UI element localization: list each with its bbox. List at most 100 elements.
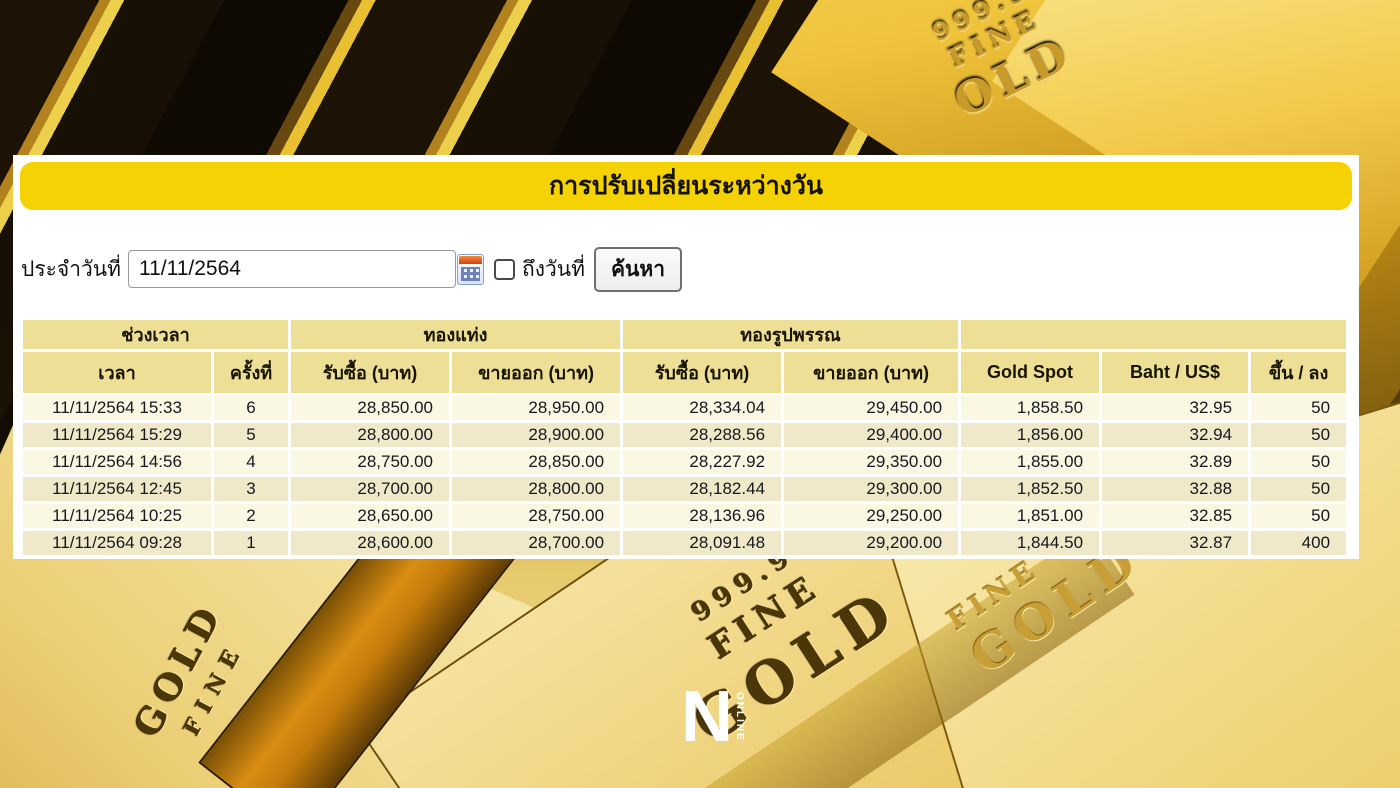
page-title: การปรับเปลี่ยนระหว่างวัน bbox=[549, 172, 823, 200]
table-cell: 11/11/2564 14:56 bbox=[23, 450, 211, 474]
calendar-icon[interactable] bbox=[456, 253, 484, 285]
table-cell: 29,250.00 bbox=[784, 504, 959, 528]
table-cell: 1,856.00 bbox=[961, 423, 1100, 447]
table-cell: 32.85 bbox=[1102, 504, 1249, 528]
table-cell: 11/11/2564 15:33 bbox=[23, 396, 211, 420]
engraving-text: OLD bbox=[946, 26, 1082, 128]
group-header: ช่วงเวลา bbox=[23, 320, 289, 349]
table-cell: 28,950.00 bbox=[452, 396, 621, 420]
table-cell: 28,700.00 bbox=[291, 477, 450, 501]
column-header: Baht / US$ bbox=[1102, 352, 1249, 393]
engraving-text: FINE bbox=[941, 551, 1046, 638]
table-cell: 28,136.96 bbox=[623, 504, 782, 528]
gold-price-table: ช่วงเวลา ทองแท่ง ทองรูปพรรณ เวลา ครั้งที่ รับ… bbox=[20, 317, 1349, 557]
gold-bar-engraving-top-right: 999.9 FINE OLD bbox=[840, 0, 1160, 166]
column-header: Gold Spot bbox=[961, 352, 1100, 393]
table-cell: 29,200.00 bbox=[784, 531, 959, 555]
gold-bar-engraving-bottom-left: GOLD FINE bbox=[126, 595, 260, 759]
column-header: ขายออก (บาท) bbox=[452, 352, 621, 393]
engraving-text: GOLD bbox=[681, 574, 913, 758]
date-input[interactable] bbox=[127, 250, 456, 288]
news-site-watermark: N ONLINE bbox=[681, 677, 745, 757]
table-row: 11/11/2564 12:45 3 28,700.00 28,800.00 28,18… bbox=[23, 477, 1347, 501]
column-header: รับซื้อ (บาท) bbox=[291, 352, 450, 393]
intraday-changes-panel: การปรับเปลี่ยนระหว่างวัน ประจำวันที่ ถึง… bbox=[13, 155, 1359, 559]
engraving-text: 999.9 bbox=[927, 0, 1035, 47]
table-cell: 400 bbox=[1251, 531, 1347, 555]
table-cell: 28,650.00 bbox=[291, 504, 450, 528]
date-input-wrap bbox=[127, 250, 484, 288]
table-cell: 1,858.50 bbox=[961, 396, 1100, 420]
table-cell: 32.87 bbox=[1102, 531, 1249, 555]
table-row: 11/11/2564 15:33 6 28,850.00 28,950.00 28,33… bbox=[23, 396, 1347, 420]
table-cell: 28,600.00 bbox=[291, 531, 450, 555]
table-cell: 28,182.44 bbox=[623, 477, 782, 501]
search-button[interactable]: ค้นหา bbox=[593, 246, 682, 292]
table-cell: 28,288.56 bbox=[623, 423, 782, 447]
watermark-letter: N bbox=[681, 677, 733, 757]
table-row: 11/11/2564 14:56 4 28,750.00 28,850.00 28,22… bbox=[23, 450, 1347, 474]
table-cell: 29,450.00 bbox=[784, 396, 959, 420]
group-header: ทองรูปพรรณ bbox=[623, 320, 959, 349]
table-cell: 28,900.00 bbox=[452, 423, 621, 447]
watermark-vertical-text: ONLINE bbox=[734, 692, 745, 742]
table-cell: 28,091.48 bbox=[623, 531, 782, 555]
engraving-text: FINE bbox=[701, 566, 829, 668]
table-cell: 50 bbox=[1251, 504, 1347, 528]
table-cell: 32.94 bbox=[1102, 423, 1249, 447]
table-cell: 11/11/2564 10:25 bbox=[23, 504, 211, 528]
table-cell: 28,850.00 bbox=[452, 450, 621, 474]
column-header: ขึ้น / ลง bbox=[1251, 352, 1347, 393]
group-header: ทองแท่ง bbox=[291, 320, 621, 349]
table-cell: 11/11/2564 09:28 bbox=[23, 531, 211, 555]
table-row: 11/11/2564 10:25 2 28,650.00 28,750.00 28,13… bbox=[23, 504, 1347, 528]
table-cell: 29,350.00 bbox=[784, 450, 959, 474]
to-date-label: ถึงวันที่ bbox=[521, 257, 585, 281]
engraving-text: GOLD bbox=[126, 594, 233, 745]
table-cell: 50 bbox=[1251, 450, 1347, 474]
table-cell: 32.88 bbox=[1102, 477, 1249, 501]
table-cell: 28,700.00 bbox=[452, 531, 621, 555]
table-cell: 28,800.00 bbox=[452, 477, 621, 501]
table-cell: 50 bbox=[1251, 477, 1347, 501]
to-date-checkbox[interactable] bbox=[493, 258, 515, 280]
table-cell: 11/11/2564 15:29 bbox=[23, 423, 211, 447]
table-cell: 1,855.00 bbox=[961, 450, 1100, 474]
table-cell: 1 bbox=[214, 531, 289, 555]
table-cell: 32.89 bbox=[1102, 450, 1249, 474]
date-label: ประจำวันที่ bbox=[21, 257, 121, 281]
table-cell: 6 bbox=[214, 396, 289, 420]
engraving-text: FINE bbox=[178, 636, 251, 740]
group-header bbox=[961, 320, 1347, 349]
table-cell: 28,750.00 bbox=[452, 504, 621, 528]
column-header: เวลา bbox=[23, 352, 211, 393]
column-header: ขายออก (บาท) bbox=[784, 352, 959, 393]
gold-price-table-wrap: ช่วงเวลา ทองแท่ง ทองรูปพรรณ เวลา ครั้งที่ รับ… bbox=[20, 317, 1352, 557]
table-row: 11/11/2564 09:28 1 28,600.00 28,700.00 28,09… bbox=[23, 531, 1347, 555]
table-cell: 2 bbox=[214, 504, 289, 528]
table-cell: 50 bbox=[1251, 396, 1347, 420]
table-cell: 29,300.00 bbox=[784, 477, 959, 501]
table-cell: 28,800.00 bbox=[291, 423, 450, 447]
table-cell: 29,400.00 bbox=[784, 423, 959, 447]
table-cell: 3 bbox=[214, 477, 289, 501]
date-filter-controls: ประจำวันที่ ถึงวันที่ ค้นหา bbox=[21, 246, 682, 292]
column-header: รับซื้อ (บาท) bbox=[623, 352, 782, 393]
table-cell: 50 bbox=[1251, 423, 1347, 447]
table-cell: 28,850.00 bbox=[291, 396, 450, 420]
column-header: ครั้งที่ bbox=[214, 352, 289, 393]
table-cell: 28,750.00 bbox=[291, 450, 450, 474]
gold-bar-amber-2 bbox=[625, 528, 1135, 788]
panel-title-bar: การปรับเปลี่ยนระหว่างวัน bbox=[20, 162, 1352, 210]
table-cell: 5 bbox=[214, 423, 289, 447]
table-cell: 32.95 bbox=[1102, 396, 1249, 420]
table-cell: 4 bbox=[214, 450, 289, 474]
table-cell: 1,851.00 bbox=[961, 504, 1100, 528]
table-cell: 1,852.50 bbox=[961, 477, 1100, 501]
table-row: 11/11/2564 15:29 5 28,800.00 28,900.00 28,28… bbox=[23, 423, 1347, 447]
table-cell: 11/11/2564 12:45 bbox=[23, 477, 211, 501]
table-cell: 28,227.92 bbox=[623, 450, 782, 474]
table-cell: 28,334.04 bbox=[623, 396, 782, 420]
engraving-text: FINE bbox=[944, 4, 1046, 75]
